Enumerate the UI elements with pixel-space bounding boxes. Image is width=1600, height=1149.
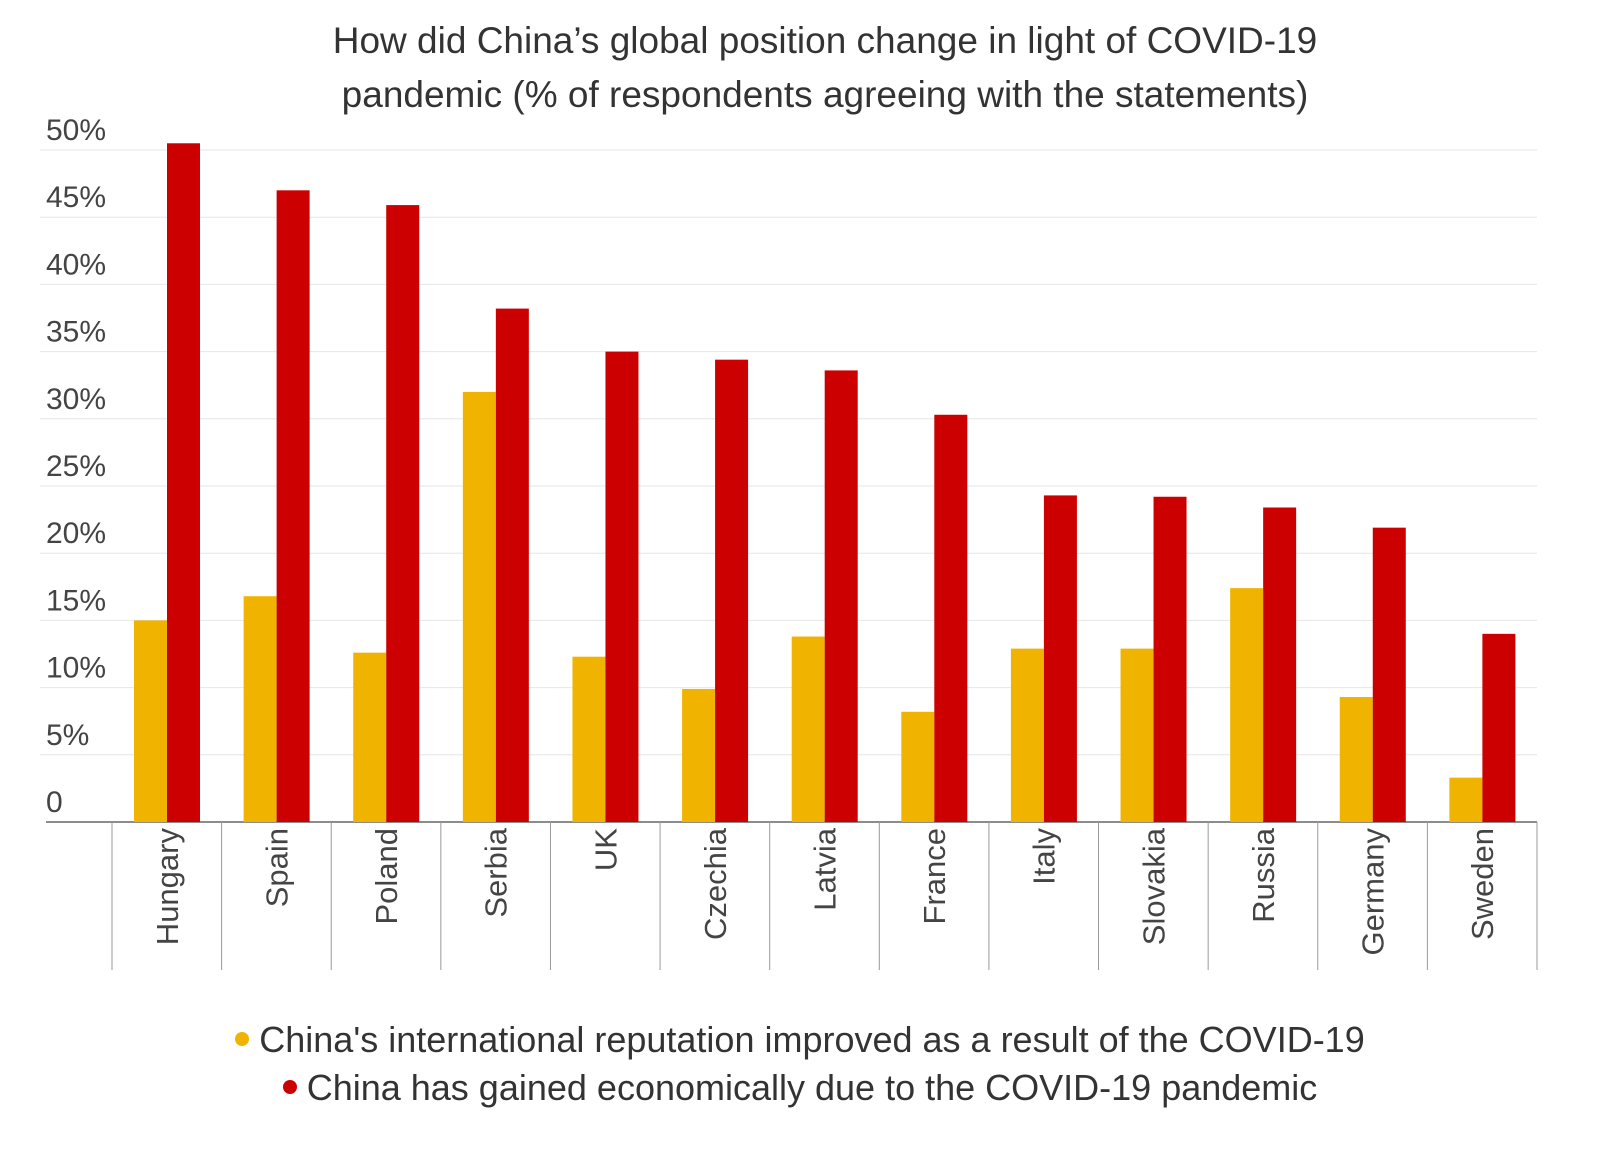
legend-label-reputation: China's international reputation improve… <box>259 1019 1365 1060</box>
x-tick-label: Serbia <box>479 827 514 917</box>
legend-item-reputation[interactable]: China's international reputation improve… <box>0 1018 1600 1062</box>
x-tick-label: Czechia <box>698 827 733 940</box>
bar-reputation <box>353 652 387 822</box>
bar-reputation <box>1230 588 1264 822</box>
legend-label-economic: China has gained economically due to the… <box>306 1067 1318 1108</box>
bar-economic <box>276 190 310 822</box>
x-tick-label: Italy <box>1027 828 1062 885</box>
y-tick-label: 50% <box>46 114 106 147</box>
x-tick-label: Slovakia <box>1136 827 1171 945</box>
x-tick-label: France <box>917 828 952 924</box>
bar-economic <box>1372 527 1406 822</box>
y-tick-label: 30% <box>46 383 106 416</box>
y-tick-label: 15% <box>46 584 106 617</box>
y-tick-label: 20% <box>46 517 106 550</box>
x-tick-label: Hungary <box>150 828 185 946</box>
bar-economic <box>167 143 200 822</box>
bar-economic <box>386 205 420 822</box>
bar-reputation <box>1010 648 1044 822</box>
bar-reputation <box>901 711 935 822</box>
bar-economic <box>715 359 749 822</box>
bar-economic <box>1043 495 1077 822</box>
bar-reputation <box>791 636 825 822</box>
legend-item-economic[interactable]: China has gained economically due to the… <box>0 1066 1600 1110</box>
y-tick-label: 10% <box>46 652 106 685</box>
y-tick-label: 5% <box>46 719 89 752</box>
bar-economic <box>495 308 529 822</box>
bar-chart: 0 5% 10% 15% 20% 25% 30% 35% 40% 45% 50% Hungary Spa… <box>40 114 1538 970</box>
x-tick-label: Russia <box>1246 827 1281 923</box>
bar-economic <box>1263 507 1297 822</box>
bar-economic <box>934 414 968 822</box>
x-tick-label: Poland <box>369 828 404 925</box>
bar-economic <box>605 351 639 822</box>
y-tick-label: 45% <box>46 181 106 214</box>
bar-reputation <box>1339 697 1373 822</box>
bar-economic <box>824 370 858 822</box>
y-tick-label: 40% <box>46 248 106 281</box>
bar-reputation <box>243 596 277 822</box>
bar-economic <box>1153 496 1187 822</box>
x-tick-label: Germany <box>1356 828 1391 956</box>
legend-dot-economic-icon <box>282 1080 297 1095</box>
legend-dot-reputation-icon <box>235 1032 250 1047</box>
y-tick-label: 25% <box>46 450 106 483</box>
x-tick-label: Sweden <box>1465 828 1500 940</box>
bar-reputation <box>462 391 496 822</box>
bar-economic <box>1482 633 1516 822</box>
bar-reputation <box>572 656 606 822</box>
bar-reputation <box>682 688 716 822</box>
bar-reputation <box>1120 648 1154 822</box>
bar-reputation <box>134 620 167 822</box>
chart-title: How did China’s global position change i… <box>332 20 1318 115</box>
bar-reputation <box>1449 777 1483 822</box>
x-tick-label: UK <box>588 828 623 871</box>
x-tick-label: Latvia <box>808 827 843 910</box>
x-tick-label: Spain <box>259 828 294 907</box>
y-tick-label: 35% <box>46 316 106 349</box>
y-tick-label: 0 <box>46 786 63 819</box>
